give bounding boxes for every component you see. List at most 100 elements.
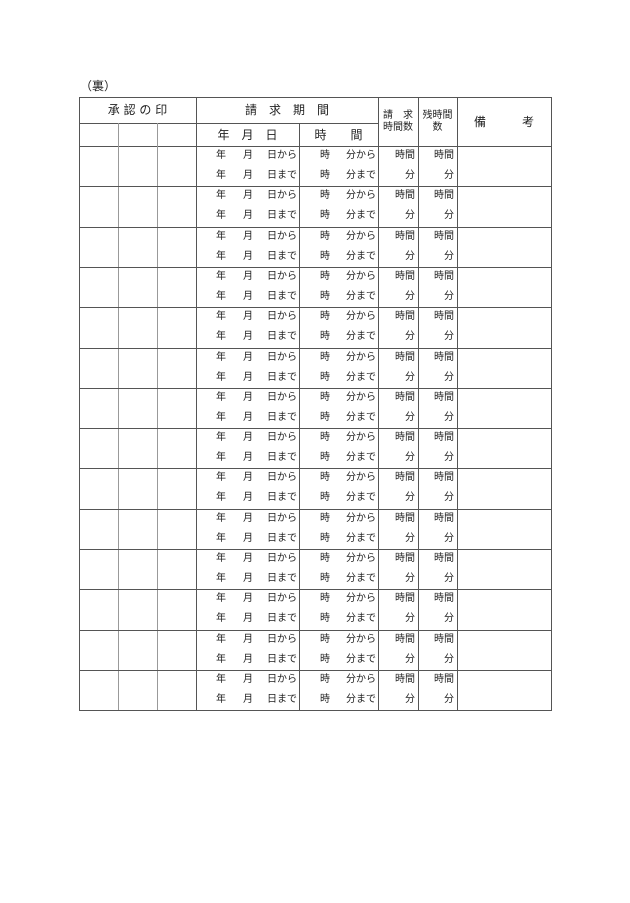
from-req-label: 時間	[395, 472, 415, 483]
from-req-label: 時間	[395, 352, 415, 363]
from-hour-label: 時	[320, 352, 330, 363]
to-hour-label: 時	[320, 533, 330, 544]
to-month-label: 月	[243, 170, 253, 181]
header-bottom	[79, 146, 551, 147]
from-hour-label: 時	[320, 311, 330, 322]
to-day-label: 日まで	[267, 613, 297, 624]
from-day-label: 日から	[267, 271, 297, 282]
to-rem-label: 分	[444, 452, 454, 463]
from-month-label: 月	[243, 271, 253, 282]
from-rem-label: 時間	[434, 231, 454, 242]
to-req-label: 分	[405, 291, 415, 302]
row-line	[79, 589, 551, 590]
to-rem-label: 分	[444, 492, 454, 503]
to-day-label: 日まで	[267, 331, 297, 342]
to-year-label: 年	[216, 372, 226, 383]
header-requested-hours-1: 請 求	[383, 110, 413, 121]
from-rem-label: 時間	[434, 472, 454, 483]
to-hour-label: 時	[320, 492, 330, 503]
to-req-label: 分	[405, 170, 415, 181]
to-minute-label: 分まで	[346, 331, 376, 342]
from-hour-label: 時	[320, 634, 330, 645]
to-hour-label: 時	[320, 331, 330, 342]
header-approval-seal: 承 認 の 印	[107, 103, 168, 117]
header-divider	[79, 123, 378, 124]
column-line	[299, 123, 300, 711]
from-month-label: 月	[243, 634, 253, 645]
to-hour-label: 時	[320, 654, 330, 665]
from-day-label: 日から	[267, 593, 297, 604]
from-month-label: 月	[243, 392, 253, 403]
from-hour-label: 時	[320, 231, 330, 242]
to-day-label: 日まで	[267, 170, 297, 181]
to-hour-label: 時	[320, 170, 330, 181]
to-req-label: 分	[405, 613, 415, 624]
from-month-label: 月	[243, 553, 253, 564]
to-rem-label: 分	[444, 372, 454, 383]
from-rem-label: 時間	[434, 271, 454, 282]
from-day-label: 日から	[267, 674, 297, 685]
from-hour-label: 時	[320, 553, 330, 564]
to-day-label: 日まで	[267, 372, 297, 383]
to-minute-label: 分まで	[346, 291, 376, 302]
to-day-label: 日まで	[267, 694, 297, 705]
row-line	[79, 348, 551, 349]
from-year-label: 年	[216, 271, 226, 282]
from-req-label: 時間	[395, 553, 415, 564]
to-rem-label: 分	[444, 694, 454, 705]
from-minute-label: 分から	[346, 674, 376, 685]
from-rem-label: 時間	[434, 674, 454, 685]
to-month-label: 月	[243, 210, 253, 221]
header-remaining-hours-1: 残時間	[422, 110, 453, 121]
to-req-label: 分	[405, 452, 415, 463]
from-month-label: 月	[243, 513, 253, 524]
table-border-top	[79, 97, 551, 98]
row-line	[79, 307, 551, 308]
to-year-label: 年	[216, 412, 226, 423]
from-year-label: 年	[216, 352, 226, 363]
to-month-label: 月	[243, 291, 253, 302]
column-line	[418, 97, 419, 711]
from-rem-label: 時間	[434, 311, 454, 322]
from-minute-label: 分から	[346, 593, 376, 604]
from-hour-label: 時	[320, 392, 330, 403]
to-hour-label: 時	[320, 613, 330, 624]
from-day-label: 日から	[267, 392, 297, 403]
to-month-label: 月	[243, 331, 253, 342]
to-year-label: 年	[216, 251, 226, 262]
header-request-period: 請 求 期 間	[244, 103, 329, 117]
from-minute-label: 分から	[346, 634, 376, 645]
from-month-label: 月	[243, 311, 253, 322]
to-minute-label: 分まで	[346, 533, 376, 544]
from-year-label: 年	[216, 432, 226, 443]
from-rem-label: 時間	[434, 432, 454, 443]
from-minute-label: 分から	[346, 472, 376, 483]
to-day-label: 日まで	[267, 251, 297, 262]
to-hour-label: 時	[320, 573, 330, 584]
from-hour-label: 時	[320, 190, 330, 201]
to-req-label: 分	[405, 533, 415, 544]
to-minute-label: 分まで	[346, 452, 376, 463]
to-year-label: 年	[216, 654, 226, 665]
from-year-label: 年	[216, 472, 226, 483]
row-line	[79, 186, 551, 187]
to-req-label: 分	[405, 573, 415, 584]
from-req-label: 時間	[395, 634, 415, 645]
to-req-label: 分	[405, 694, 415, 705]
from-hour-label: 時	[320, 472, 330, 483]
from-year-label: 年	[216, 150, 226, 161]
from-req-label: 時間	[395, 674, 415, 685]
from-req-label: 時間	[395, 593, 415, 604]
from-month-label: 月	[243, 472, 253, 483]
from-req-label: 時間	[395, 231, 415, 242]
header-remaining-hours-2: 数	[432, 122, 443, 133]
from-year-label: 年	[216, 190, 226, 201]
from-rem-label: 時間	[434, 513, 454, 524]
from-minute-label: 分から	[346, 231, 376, 242]
to-day-label: 日まで	[267, 452, 297, 463]
table-border-right	[551, 97, 552, 712]
to-day-label: 日まで	[267, 210, 297, 221]
to-minute-label: 分まで	[346, 372, 376, 383]
to-day-label: 日まで	[267, 533, 297, 544]
